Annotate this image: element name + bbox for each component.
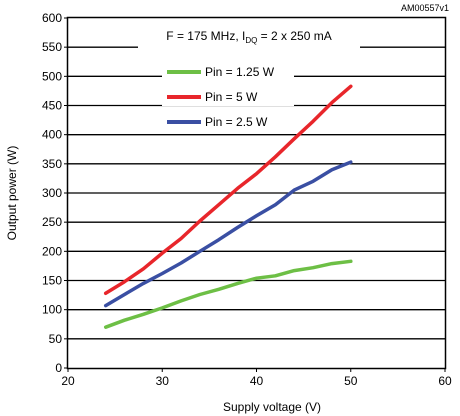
- y-tick-label: 350: [42, 157, 62, 171]
- y-tick-label: 300: [42, 186, 62, 200]
- chart-title: F = 175 MHz, IDQ = 2 x 250 mA: [166, 29, 331, 45]
- y-tick-label: 0: [55, 361, 62, 375]
- chart-title-prefix: F = 175 MHz, I: [166, 29, 245, 43]
- x-tick-labels: 20 30 40 50 60: [61, 368, 452, 388]
- x-axis-label: Supply voltage (V): [223, 400, 321, 414]
- y-tick-label: 400: [42, 128, 62, 142]
- series-line-2: [103, 259, 353, 329]
- x-tick-label: 50: [344, 374, 358, 388]
- chart-title-suffix: = 2 x 250 mA: [257, 29, 331, 43]
- x-tick-label: 30: [156, 374, 170, 388]
- chart-title-box: F = 175 MHz, IDQ = 2 x 250 mA: [138, 24, 360, 48]
- legend-label: Pin = 5 W: [205, 90, 258, 104]
- y-tick-label: 150: [42, 274, 62, 288]
- y-tick-label: 250: [42, 215, 62, 229]
- x-tick-label: 60: [438, 374, 452, 388]
- legend-entry-bg: [162, 63, 294, 81]
- legend-entry-bg: [162, 88, 294, 106]
- y-tick-label: 500: [42, 69, 62, 83]
- y-axis-label: Output power (W): [5, 146, 19, 241]
- legend-label: Pin = 2.5 W: [205, 115, 268, 129]
- y-tick-label: 50: [49, 332, 63, 346]
- y-tick-label: 550: [42, 40, 62, 54]
- series-line-1: [103, 160, 353, 308]
- x-tick-label: 20: [61, 374, 75, 388]
- legend-label: Pin = 1.25 W: [205, 65, 275, 79]
- figure-id: AM00557v1: [401, 3, 449, 13]
- series-line-0: [103, 84, 353, 296]
- y-tick-label: 100: [42, 303, 62, 317]
- y-tick-label: 600: [42, 11, 62, 25]
- chart-title-subscript: DQ: [245, 36, 257, 45]
- legend: Pin = 1.25 W Pin = 5 W Pin = 2.5 W: [162, 63, 294, 131]
- series-lines: [103, 84, 353, 329]
- y-tick-label: 200: [42, 244, 62, 258]
- y-tick-label: 450: [42, 99, 62, 113]
- y-tick-labels: 0 50 100 150 200 250 300 350 400 450 500 550 600: [42, 11, 68, 375]
- legend-entry-bg: [162, 113, 294, 131]
- x-tick-label: 40: [250, 374, 264, 388]
